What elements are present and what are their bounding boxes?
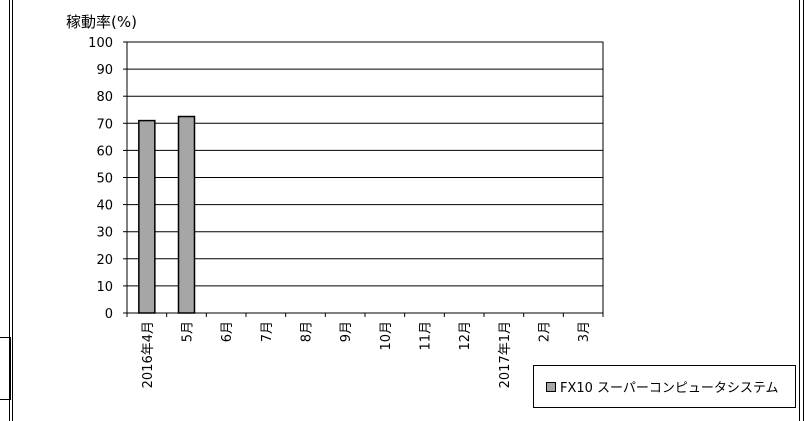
bar (138, 119, 156, 314)
x-axis-ticks: 2016年4月 5月 6月 7月 8月 9月 10月 11月 12月 2017年1月 2月 3月 (126, 313, 604, 388)
x-tick-label: 7月 (260, 321, 275, 342)
frame-line-right-2 (803, 0, 804, 421)
y-tick-label: 70 (96, 117, 113, 132)
frame-line-right-1 (799, 0, 800, 421)
frame-line-left-2 (12, 0, 13, 421)
legend-swatch (546, 381, 556, 392)
bars (138, 115, 196, 314)
frame-line-left-1 (9, 0, 10, 421)
y-axis-ticks: 0 10 20 30 40 50 60 70 80 90 100 (88, 36, 127, 322)
x-tick-label: 2016年4月 (141, 321, 156, 388)
y-tick-label: 90 (96, 63, 113, 78)
y-tick-label: 20 (96, 253, 113, 268)
y-axis-label: 稼動率(%) (66, 13, 137, 31)
x-tick-label: 2017年1月 (498, 321, 513, 388)
grid-lines (127, 68, 603, 287)
y-tick-label: 60 (96, 144, 113, 159)
x-tick-label: 2月 (538, 321, 553, 342)
y-tick-label: 80 (96, 90, 113, 105)
y-tick-label: 0 (105, 307, 113, 322)
x-tick-label: 12月 (458, 321, 473, 351)
y-tick-label: 50 (96, 172, 113, 187)
y-tick-label: 40 (96, 199, 113, 214)
x-tick-label: 5月 (181, 321, 196, 342)
x-tick-label: 3月 (577, 321, 592, 342)
legend-label: FX10 スーパーコンピュータシステム (560, 381, 779, 396)
x-tick-label: 6月 (220, 321, 235, 342)
y-tick-label: 30 (96, 226, 113, 241)
legend: FX10 スーパーコンピュータシステム (533, 365, 796, 408)
x-tick-label: 10月 (379, 321, 394, 351)
x-tick-label: 8月 (300, 321, 315, 342)
y-tick-label: 10 (96, 280, 113, 295)
bar (177, 115, 196, 314)
x-tick-label: 9月 (339, 321, 354, 342)
y-tick-label: 100 (88, 36, 113, 51)
left-panel-fragment (0, 337, 11, 400)
x-tick-label: 11月 (419, 321, 434, 351)
